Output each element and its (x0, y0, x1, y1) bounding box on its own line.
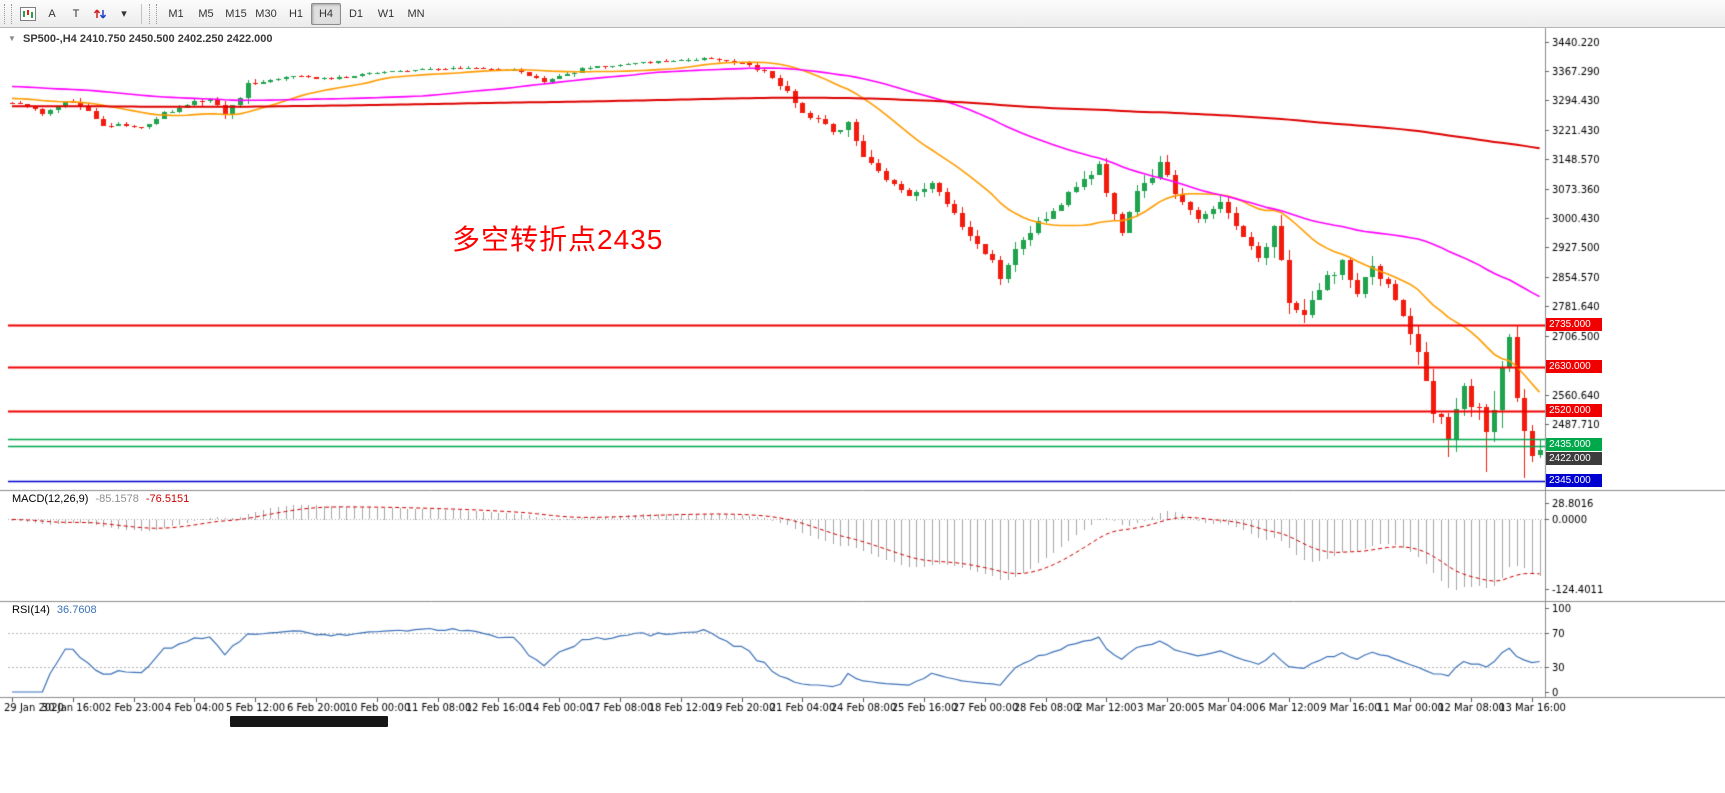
price-tag-2345-000: 2345.000 (1546, 474, 1602, 487)
timeframe-button-H4[interactable]: H4 (311, 2, 341, 25)
timeframe-button-D1[interactable]: D1 (348, 7, 364, 20)
toolbar-grip[interactable] (4, 3, 12, 24)
rsi-indicator-label: RSI(14) 36.7608 (12, 604, 104, 616)
macd-indicator-label: MACD(12,26,9) -85.1578 -76.5151 (12, 493, 196, 505)
toolbar-separator (141, 3, 142, 24)
macd-main-value: -85.1578 (95, 493, 139, 505)
cursor-tool-button[interactable]: A (48, 7, 56, 20)
timeframe-button-M1[interactable]: M1 (168, 7, 184, 20)
timeframe-button-MN[interactable]: MN (407, 7, 425, 20)
bottom-dark-bar (230, 716, 388, 727)
timeframe-toolbar: M1 M5 M15 M30 H1 H4 D1 W1 MN (161, 2, 431, 25)
price-tag-2520-000: 2520.000 (1546, 404, 1602, 417)
text-tool-button[interactable]: T (72, 7, 80, 20)
price-tag-2422-000: 2422.000 (1546, 452, 1602, 465)
timeframe-toolbar-grip[interactable] (149, 3, 157, 24)
macd-name: MACD(12,26,9) (12, 493, 89, 505)
timeframe-button-M5[interactable]: M5 (198, 7, 214, 20)
chart-shift-marker-icon: ▼ (8, 34, 16, 43)
toolbar-tools: A T ▾ (16, 3, 136, 25)
top-toolbar: A T ▾ M1 M5 M15 M30 H1 H4 D1 W1 MN (0, 0, 1725, 28)
chart-title: ▼ SP500-,H4 2410.750 2450.500 2402.250 2… (8, 33, 273, 45)
tick-arrows-icon[interactable] (88, 3, 112, 25)
rsi-name: RSI(14) (12, 604, 50, 616)
price-tag-2435-000: 2435.000 (1546, 438, 1602, 451)
macd-signal-value: -76.5151 (145, 493, 190, 505)
price-tag-2630-000: 2630.000 (1546, 360, 1602, 373)
chart-text-annotation: 多空转折点2435 (452, 224, 664, 255)
rsi-value: 36.7608 (56, 604, 97, 616)
timeframe-button-M30[interactable]: M30 (255, 7, 277, 20)
price-tag-2735-000: 2735.000 (1546, 318, 1602, 331)
chart-title-text: SP500-,H4 2410.750 2450.500 2402.250 242… (22, 33, 273, 45)
timeframe-button-M15[interactable]: M15 (225, 7, 247, 20)
chart-window-icon[interactable] (16, 3, 40, 25)
timeframe-button-W1[interactable]: W1 (377, 7, 395, 20)
toolbar-dropdown-caret[interactable]: ▾ (121, 8, 127, 20)
timeframe-button-H1[interactable]: H1 (288, 7, 304, 20)
